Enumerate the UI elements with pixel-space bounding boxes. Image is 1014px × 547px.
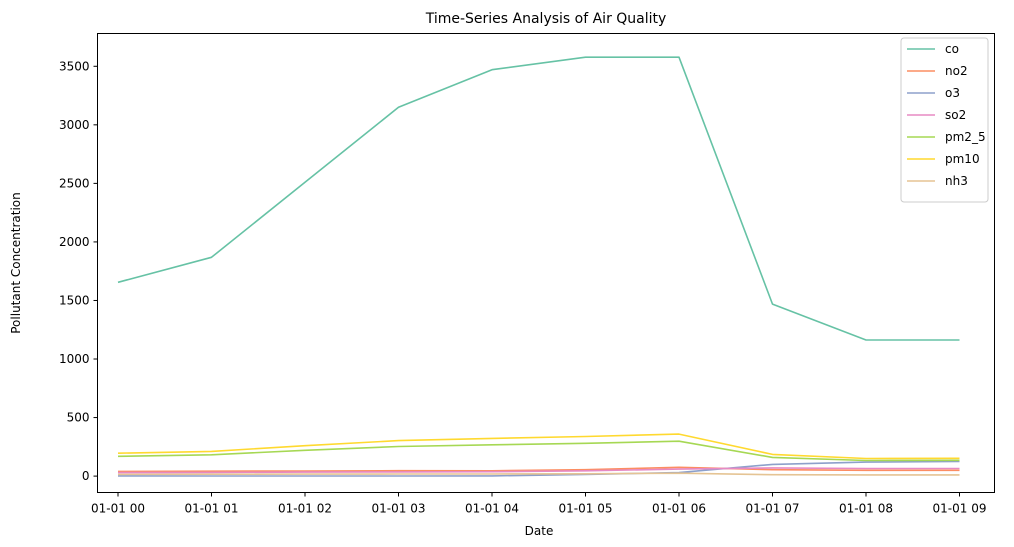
series-line-nh3 (117, 472, 960, 476)
legend-label: co (945, 42, 959, 56)
series-line-no2 (117, 466, 960, 473)
chart-title: Time-Series Analysis of Air Quality (425, 11, 667, 27)
legend-label: o3 (945, 86, 960, 100)
x-tick-label: 01-01 09 (933, 502, 987, 516)
series-line-co (117, 56, 960, 341)
y-tick-label: 3000 (59, 118, 90, 132)
x-tick-label: 01-01 04 (465, 502, 519, 516)
x-tick-label: 01-01 00 (91, 502, 145, 516)
x-tick-label: 01-01 06 (652, 502, 706, 516)
series-line-o3 (117, 460, 960, 477)
y-tick-label: 0 (82, 469, 90, 483)
y-tick-label: 500 (67, 411, 90, 425)
legend-label: no2 (945, 64, 968, 78)
series-line-so2 (117, 467, 960, 474)
legend-label: nh3 (945, 174, 968, 188)
legend-label: pm2_5 (945, 130, 986, 144)
x-tick-label: 01-01 03 (372, 502, 426, 516)
series-lines (117, 56, 960, 477)
y-axis-label: Pollutant Concentration (9, 192, 23, 334)
y-tick-label: 2000 (59, 235, 90, 249)
legend-box (900, 37, 989, 203)
y-tick-label: 1000 (59, 352, 90, 366)
x-axis: 01-01 00 01-01 01 01-01 02 01-01 03 01-01 04… (91, 492, 987, 516)
y-tick-label: 2500 (59, 176, 90, 190)
x-tick-label: 01-01 07 (746, 502, 800, 516)
legend-label: pm10 (945, 152, 980, 166)
y-tick-label: 1500 (59, 293, 90, 307)
x-axis-label: Date (525, 524, 554, 538)
x-tick-label: 01-01 02 (278, 502, 332, 516)
x-tick-label: 01-01 05 (559, 502, 613, 516)
legend-label: so2 (945, 108, 966, 122)
series-line-pm2-5 (117, 440, 960, 462)
y-axis: 0 500 1000 1500 2000 2500 3000 3500 (59, 59, 98, 483)
legend: co no2 o3 so2 pm2_5 pm10 nh3 (900, 37, 989, 203)
series-line-pm10 (117, 433, 960, 460)
x-tick-label: 01-01 01 (185, 502, 239, 516)
plot-frame (97, 33, 995, 493)
x-tick-label: 01-01 08 (839, 502, 893, 516)
y-tick-label: 3500 (59, 59, 90, 73)
